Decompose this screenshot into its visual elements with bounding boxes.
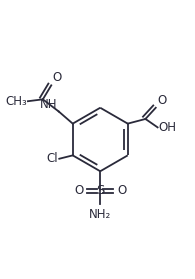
Text: O: O (52, 71, 61, 84)
Text: O: O (74, 184, 83, 197)
Text: OH: OH (159, 121, 176, 134)
Text: NH₂: NH₂ (89, 208, 111, 221)
Text: Cl: Cl (47, 152, 58, 165)
Text: O: O (158, 94, 167, 107)
Text: O: O (117, 184, 127, 197)
Text: S: S (96, 184, 104, 197)
Text: CH₃: CH₃ (5, 95, 27, 108)
Text: NH: NH (40, 98, 57, 110)
